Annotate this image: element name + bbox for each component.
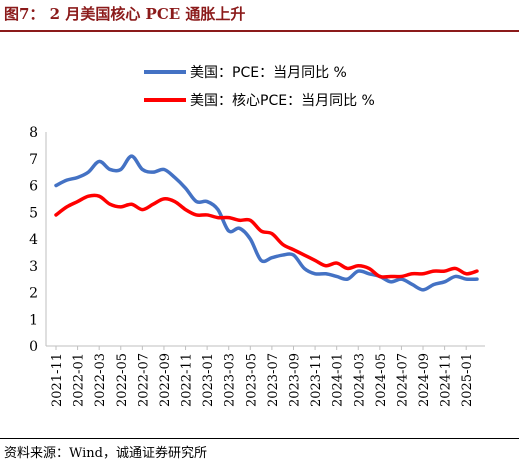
y-tick-label: 5 (29, 205, 38, 221)
y-tick-label: 3 (29, 259, 38, 275)
title-divider (0, 30, 519, 32)
x-tick-label: 2021-11 (50, 353, 65, 407)
x-tick-label: 2023-05 (244, 353, 259, 407)
y-tick-label: 7 (29, 152, 38, 168)
legend-label: 美国：PCE：当月同比 % (190, 65, 347, 81)
y-tick-label: 1 (29, 312, 38, 328)
x-tick-label: 2024-09 (417, 353, 432, 407)
y-tick-label: 0 (29, 339, 38, 355)
y-tick-label: 8 (29, 125, 38, 141)
x-tick-label: 2022-05 (115, 353, 130, 407)
x-tick-label: 2022-11 (180, 353, 195, 407)
legend-label: 美国：核心PCE：当月同比 % (190, 93, 375, 109)
core-pce-series-line (54, 193, 479, 279)
x-tick-label: 2023-11 (309, 353, 324, 407)
x-tick-label: 2022-07 (136, 353, 151, 407)
legend: 美国：PCE：当月同比 % 美国：核心PCE：当月同比 % (144, 65, 375, 109)
pce-series-line (54, 154, 479, 292)
x-tick-label: 2024-01 (331, 353, 346, 407)
pce-line-chart: 美国：PCE：当月同比 % 美国：核心PCE：当月同比 % 0 1 2 3 4 5 6 7 8 20… (29, 65, 485, 407)
x-tick-label: 2025-01 (460, 353, 475, 407)
source-note: 资料来源：Wind，诚通证券研究所 (4, 446, 207, 461)
series-lines (54, 154, 479, 292)
y-tick-label: 4 (29, 232, 38, 248)
x-tick-label: 2024-05 (374, 353, 389, 407)
x-tick-label: 2024-11 (439, 353, 454, 407)
axes: 0 1 2 3 4 5 6 7 8 2021-11 2022-01 2022-03 2022-05 202… (29, 125, 485, 407)
y-tick-label: 6 (29, 179, 38, 195)
x-tick-label: 2024-07 (395, 353, 410, 407)
figure-title: 图7： 2 月美国核心 PCE 通胀上升 (4, 5, 246, 23)
x-tick-label: 2022-01 (72, 353, 87, 407)
x-tick-label: 2023-03 (223, 353, 238, 407)
source-divider (0, 438, 519, 439)
x-tick-label: 2022-03 (93, 353, 108, 407)
y-tick-label: 2 (29, 286, 38, 302)
x-tick-label: 2023-01 (201, 353, 216, 407)
x-tick-label: 2022-09 (158, 353, 173, 407)
x-tick-label: 2024-03 (352, 353, 367, 407)
x-tick-label: 2023-07 (266, 353, 281, 407)
x-tick-label: 2023-09 (287, 353, 302, 407)
